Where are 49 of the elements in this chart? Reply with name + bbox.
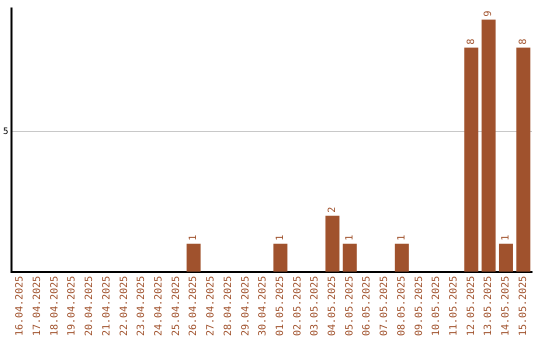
x-tick-label: 23.04.2025: [136, 276, 148, 336]
bar: [186, 244, 201, 272]
bar: [273, 244, 288, 272]
bar: [498, 244, 513, 272]
x-tick-label: 03.05.2025: [310, 276, 321, 336]
x-tick-label: 12.05.2025: [466, 276, 477, 336]
bar: [516, 48, 530, 272]
x-tick-label: 20.04.2025: [84, 276, 96, 336]
bar: [394, 244, 409, 272]
x-tick-label: 27.04.2025: [206, 276, 217, 336]
data-label: 1: [344, 234, 356, 241]
bar: [464, 48, 478, 272]
x-tick-label: 25.04.2025: [170, 276, 182, 336]
x-tick-label: 18.04.2025: [49, 276, 60, 336]
x-tick-label: 15.05.2025: [518, 276, 529, 336]
x-tick-label: 10.05.2025: [431, 276, 442, 336]
x-tick-label: 04.05.2025: [327, 276, 338, 336]
data-label: 8: [518, 38, 529, 45]
x-tick-label: 17.04.2025: [32, 276, 44, 336]
x-tick-label: 11.05.2025: [448, 276, 460, 336]
data-label: 9: [483, 10, 494, 17]
data-label: 2: [327, 206, 338, 213]
bar: [342, 244, 357, 272]
x-tick-label: 24.04.2025: [154, 276, 165, 336]
x-tick-label: 07.05.2025: [379, 276, 390, 336]
data-label: 1: [274, 234, 286, 241]
x-tick-label: 29.04.2025: [240, 276, 252, 336]
data-label: 1: [500, 234, 512, 241]
x-tick-label: 28.04.2025: [222, 276, 234, 336]
x-tick-label: 01.05.2025: [274, 276, 286, 336]
x-tick-label: 08.05.2025: [396, 276, 408, 336]
x-tick-label: 02.05.2025: [292, 276, 304, 336]
x-tick-label: 26.04.2025: [188, 276, 200, 336]
x-tick-label: 05.05.2025: [344, 276, 356, 336]
x-tick-label: 06.05.2025: [362, 276, 373, 336]
x-tick-label: 30.04.2025: [258, 276, 269, 336]
data-label: 1: [396, 234, 408, 241]
data-label: 8: [466, 38, 477, 45]
bar: [482, 20, 496, 272]
x-tick-label: 21.04.2025: [101, 276, 112, 336]
data-label: 1: [188, 234, 200, 241]
bar: [325, 216, 340, 272]
y-tick-label: 5: [2, 127, 8, 138]
x-tick-label: 13.05.2025: [483, 276, 494, 336]
x-tick-label: 22.04.2025: [118, 276, 130, 336]
x-tick-label: 14.05.2025: [500, 276, 512, 336]
x-tick-label: 09.05.2025: [414, 276, 425, 336]
x-tick-label: 16.04.2025: [14, 276, 26, 336]
x-tick-label: 19.04.2025: [66, 276, 78, 336]
